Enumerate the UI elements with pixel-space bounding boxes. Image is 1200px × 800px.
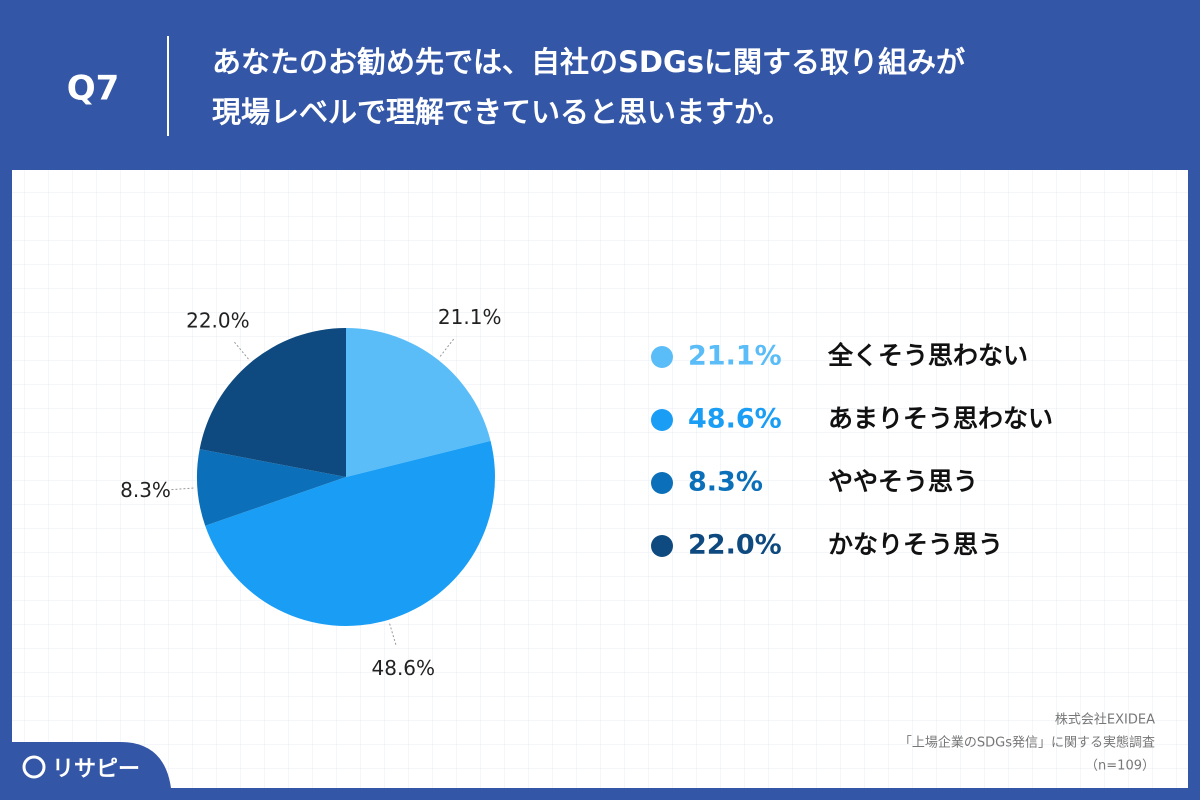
- pie-slice: [205, 440, 495, 626]
- legend-marker: [651, 346, 673, 368]
- legend-value: 48.6%: [688, 404, 782, 435]
- question-number: Q7: [67, 69, 120, 109]
- legend-value: 8.3%: [688, 467, 763, 498]
- pie-slice: [346, 328, 491, 477]
- pie-slice: [197, 449, 346, 526]
- logo: リサピー: [52, 757, 140, 782]
- legend-value: 21.1%: [688, 341, 782, 372]
- legend-marker: [651, 409, 673, 431]
- legend-marker: [651, 472, 673, 494]
- source: （n=109）: [1085, 759, 1155, 774]
- legend-marker: [651, 535, 673, 557]
- logo-icon: [22, 755, 46, 779]
- title-line: あなたのお勧め先では、自社のSDGsに関する取り組みが: [212, 45, 965, 79]
- source: 「上場企業のSDGs発信」に関する実態調査: [899, 735, 1155, 751]
- title-line: 現場レベルで理解できていると思いますか。: [212, 95, 791, 129]
- data-label: 21.1%: [438, 305, 502, 329]
- data-label: 48.6%: [372, 656, 436, 680]
- data-label: 22.0%: [186, 309, 250, 333]
- panel-grid: [12, 170, 1188, 788]
- source: 株式会社EXIDEA: [1055, 712, 1155, 728]
- logo-tab: [0, 742, 172, 800]
- legend-label: ややそう思う: [828, 467, 978, 496]
- data-label: 8.3%: [120, 478, 171, 502]
- legend-label: あまりそう思わない: [828, 404, 1053, 433]
- legend-label: 全くそう思わない: [827, 341, 1028, 370]
- pie-slice: [199, 328, 346, 477]
- legend-value: 22.0%: [688, 530, 782, 561]
- legend-label: かなりそう思う: [828, 530, 1003, 559]
